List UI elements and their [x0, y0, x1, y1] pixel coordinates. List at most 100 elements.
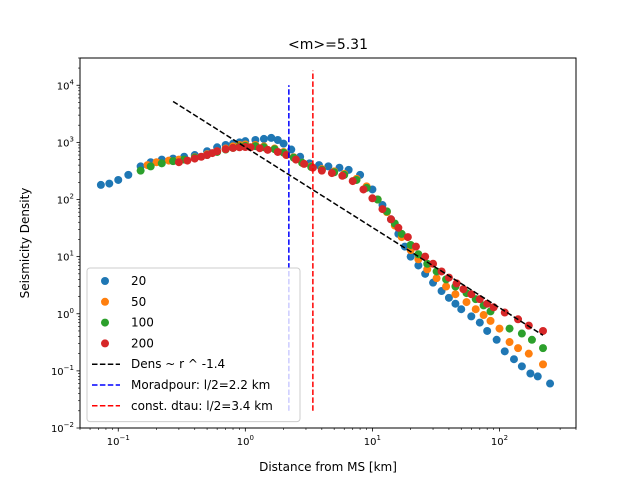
- data-point: [386, 215, 395, 224]
- data-point: [471, 305, 480, 314]
- legend-label: 100: [131, 316, 154, 330]
- data-point: [406, 252, 415, 261]
- data-point: [221, 145, 230, 154]
- data-point: [505, 338, 514, 347]
- data-point: [146, 162, 155, 171]
- legend-item: 50: [101, 295, 146, 309]
- legend-marker: [101, 297, 109, 306]
- data-point: [495, 324, 504, 333]
- reference-line-0: [172, 100, 544, 336]
- data-point: [539, 344, 548, 353]
- data-point: [263, 145, 272, 154]
- data-point: [483, 326, 492, 335]
- legend-frame: [86, 267, 301, 423]
- data-point: [539, 360, 548, 369]
- data-point: [105, 179, 114, 188]
- data-point: [462, 298, 471, 307]
- x-tick-label: 102: [491, 434, 508, 448]
- data-point: [394, 223, 403, 232]
- legend-label: 50: [131, 295, 146, 309]
- data-point: [327, 169, 336, 178]
- data-point: [359, 185, 368, 194]
- data-point: [279, 139, 288, 148]
- y-tick-label: 10−1: [51, 364, 74, 378]
- x-axis: 10−1 100 101 102: [79, 428, 577, 448]
- legend-item: Dens ~ r ^ -1.4: [92, 357, 225, 371]
- legend-label: Moradpour: l/2=2.2 km: [131, 378, 270, 392]
- legend-label: const. dtau: l/2=3.4 km: [131, 399, 273, 413]
- data-point: [432, 274, 441, 283]
- data-point: [378, 205, 387, 214]
- x-tick-label: 100: [237, 434, 254, 448]
- legend: 20 50 100 200 Dens ~ r ^ -1.4 Moradpour: l/2=…: [86, 267, 301, 423]
- data-point: [368, 194, 377, 203]
- data-point: [444, 293, 453, 302]
- data-point: [486, 316, 495, 325]
- data-point: [300, 159, 309, 168]
- data-point: [136, 166, 145, 175]
- data-point: [157, 159, 166, 168]
- data-point: [475, 318, 484, 327]
- y-tick-label: 103: [57, 135, 74, 149]
- data-point: [421, 252, 430, 261]
- x-axis-label: Distance from MS [km]: [259, 460, 397, 474]
- data-point: [338, 171, 347, 180]
- data-point: [457, 305, 466, 314]
- data-point: [492, 335, 501, 344]
- data-point: [273, 136, 282, 145]
- legend-marker: [101, 318, 109, 327]
- data-point: [500, 347, 509, 356]
- data-point: [273, 147, 282, 156]
- legend-label: Dens ~ r ^ -1.4: [131, 357, 225, 371]
- data-point: [183, 156, 192, 165]
- data-point: [479, 311, 488, 320]
- data-point: [96, 180, 105, 189]
- data-point: [459, 285, 468, 294]
- data-point: [429, 259, 438, 268]
- data-point: [414, 261, 423, 270]
- data-point: [524, 349, 533, 358]
- data-point: [423, 259, 432, 268]
- data-point: [190, 154, 199, 163]
- legend-label: 200: [131, 336, 154, 350]
- data-point: [442, 282, 451, 291]
- data-point: [317, 166, 326, 175]
- y-tick-label: 100: [57, 307, 74, 321]
- data-point: [526, 369, 535, 378]
- data-point: [255, 144, 264, 153]
- legend-marker: [101, 277, 109, 285]
- y-tick-label: 102: [57, 193, 74, 207]
- plot-frame: [79, 57, 577, 429]
- x-tick-label: 101: [364, 434, 381, 448]
- legend-item: 100: [101, 316, 154, 330]
- legend-item: Moradpour: l/2=2.2 km: [92, 378, 270, 392]
- data-point: [452, 279, 461, 288]
- data-point: [423, 265, 432, 274]
- data-point: [411, 242, 420, 251]
- data-point: [467, 312, 476, 321]
- series-layer: [96, 133, 555, 388]
- data-point: [229, 143, 238, 152]
- data-point: [403, 233, 412, 242]
- data-point: [533, 372, 542, 381]
- y-tick-label: 104: [57, 78, 75, 92]
- data-point: [539, 326, 548, 335]
- y-axis: 10−2 10−1 100 101 102 103 104: [51, 57, 80, 435]
- data-point: [114, 175, 123, 184]
- data-point: [308, 163, 317, 172]
- data-point: [348, 177, 357, 186]
- data-point: [451, 290, 460, 299]
- data-point: [505, 324, 514, 333]
- legend-label: 20: [131, 274, 146, 288]
- chart-title: <m>=5.31: [288, 37, 368, 53]
- data-point: [174, 158, 183, 167]
- data-point: [517, 329, 526, 338]
- data-point: [527, 335, 536, 344]
- data-point: [509, 355, 518, 364]
- data-point: [546, 379, 555, 388]
- data-point: [259, 134, 268, 143]
- reference-lines: [172, 70, 544, 411]
- legend-item: 20: [101, 274, 146, 288]
- data-point: [444, 273, 453, 282]
